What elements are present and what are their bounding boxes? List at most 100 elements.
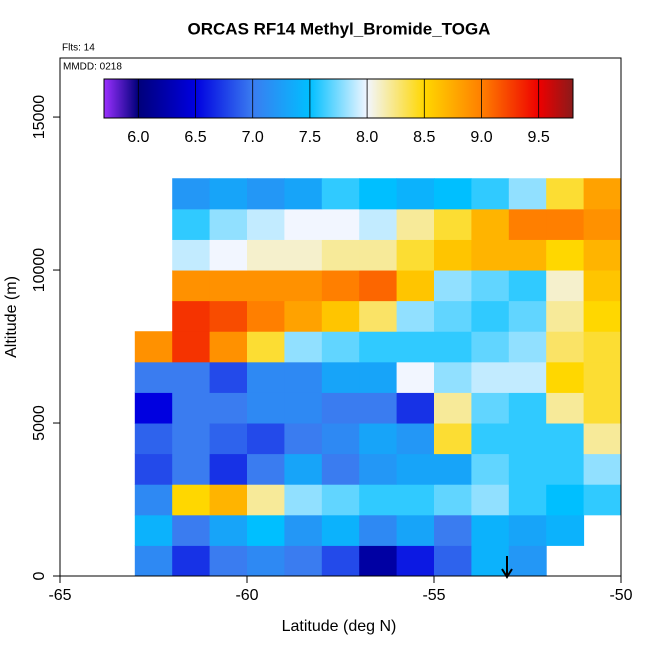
heat-cell — [546, 239, 585, 271]
heat-cell — [546, 392, 585, 424]
heat-cell — [209, 514, 248, 546]
annotation: MMDD: 0218 — [63, 62, 122, 73]
y-tick-label: 15000 — [31, 95, 48, 140]
heat-cell — [583, 270, 622, 302]
heat-cell — [471, 300, 510, 332]
heat-cell — [471, 392, 510, 424]
plot-frame — [59, 57, 622, 577]
heat-cell — [284, 270, 323, 302]
heat-cell — [134, 331, 173, 363]
heat-cell — [321, 239, 360, 271]
heat-cell — [471, 453, 510, 485]
heat-cell — [209, 361, 248, 393]
heat-cell — [471, 208, 510, 240]
heat-cell — [471, 239, 510, 271]
heat-cell — [396, 392, 435, 424]
heat-cell — [583, 423, 622, 455]
heat-cell — [209, 208, 248, 240]
heat-cell — [209, 300, 248, 332]
colorbar-tick-label: 7.5 — [299, 129, 321, 146]
heat-cell — [247, 178, 285, 210]
heat-cell — [583, 331, 622, 363]
heat-cell — [321, 545, 360, 577]
heat-cell — [359, 453, 398, 485]
heat-cell — [359, 361, 398, 393]
heat-cell — [434, 208, 472, 240]
heat-cell — [172, 270, 211, 302]
heat-cell — [546, 270, 585, 302]
heat-cell — [284, 484, 323, 516]
heat-cell — [172, 545, 211, 577]
heat-cell — [284, 361, 323, 393]
heat-cell — [321, 331, 360, 363]
heat-cell — [359, 300, 398, 332]
heat-cell — [508, 484, 547, 516]
heat-cell — [321, 361, 360, 393]
heat-cell — [172, 361, 211, 393]
heat-cell — [359, 208, 398, 240]
heat-cell — [134, 484, 173, 516]
heat-cell — [209, 392, 248, 424]
heat-cell — [434, 545, 472, 577]
heat-cell — [209, 545, 248, 577]
y-axis-label: Altitude (m) — [3, 276, 20, 358]
heat-cell — [546, 208, 585, 240]
arrow — [501, 556, 513, 579]
heat-cell — [396, 545, 435, 577]
heat-cell — [284, 208, 323, 240]
heat-cell — [172, 484, 211, 516]
heat-cell — [359, 270, 398, 302]
heat-cell — [508, 208, 547, 240]
heat-cell — [471, 361, 510, 393]
heat-cell — [546, 178, 585, 210]
heat-cell — [359, 331, 398, 363]
heat-cell — [321, 178, 360, 210]
heat-cell — [134, 545, 173, 577]
heat-cell — [247, 331, 285, 363]
colorbar-tick-label: 7.0 — [242, 129, 264, 146]
chart-title: ORCAS RF14 Methyl_Bromide_TOGA — [188, 19, 491, 38]
heat-cell — [172, 178, 211, 210]
x-tick-label: -60 — [235, 587, 258, 604]
heat-cell — [321, 392, 360, 424]
heat-cell — [396, 300, 435, 332]
heat-cell — [471, 514, 510, 546]
heat-cell — [284, 392, 323, 424]
heat-cell — [471, 423, 510, 455]
heat-cell — [508, 423, 547, 455]
heat-cell — [321, 423, 360, 455]
heat-cell — [247, 484, 285, 516]
heat-cell — [546, 484, 585, 516]
colorbar-tick-label: 9.0 — [470, 129, 492, 146]
heat-cell — [172, 392, 211, 424]
heat-cell — [508, 300, 547, 332]
heat-cell — [546, 423, 585, 455]
heat-cell — [583, 484, 622, 516]
heat-cell — [359, 423, 398, 455]
annotation: Flts: 14 — [62, 43, 95, 54]
heat-cell — [247, 300, 285, 332]
heat-cell — [396, 208, 435, 240]
colorbar-tick-label: 9.5 — [528, 129, 550, 146]
x-tick-label: -65 — [48, 587, 71, 604]
heat-cell — [209, 178, 248, 210]
heat-cell — [321, 484, 360, 516]
x-tick-label: -55 — [422, 587, 445, 604]
heat-cell — [359, 484, 398, 516]
heat-cell — [247, 208, 285, 240]
heat-cell — [471, 270, 510, 302]
heat-cell — [209, 331, 248, 363]
heat-cell — [284, 300, 323, 332]
x-axis-label: Latitude (deg N) — [282, 618, 397, 635]
heat-cell — [396, 270, 435, 302]
heat-cell — [396, 239, 435, 271]
heat-cell — [434, 514, 472, 546]
heat-cell — [321, 300, 360, 332]
heat-cell — [471, 178, 510, 210]
heat-cell — [508, 239, 547, 271]
heat-cell — [134, 392, 173, 424]
heat-cell — [583, 239, 622, 271]
colorbar-tick-label: 6.5 — [184, 129, 206, 146]
heat-cell — [321, 208, 360, 240]
heat-cell — [321, 453, 360, 485]
